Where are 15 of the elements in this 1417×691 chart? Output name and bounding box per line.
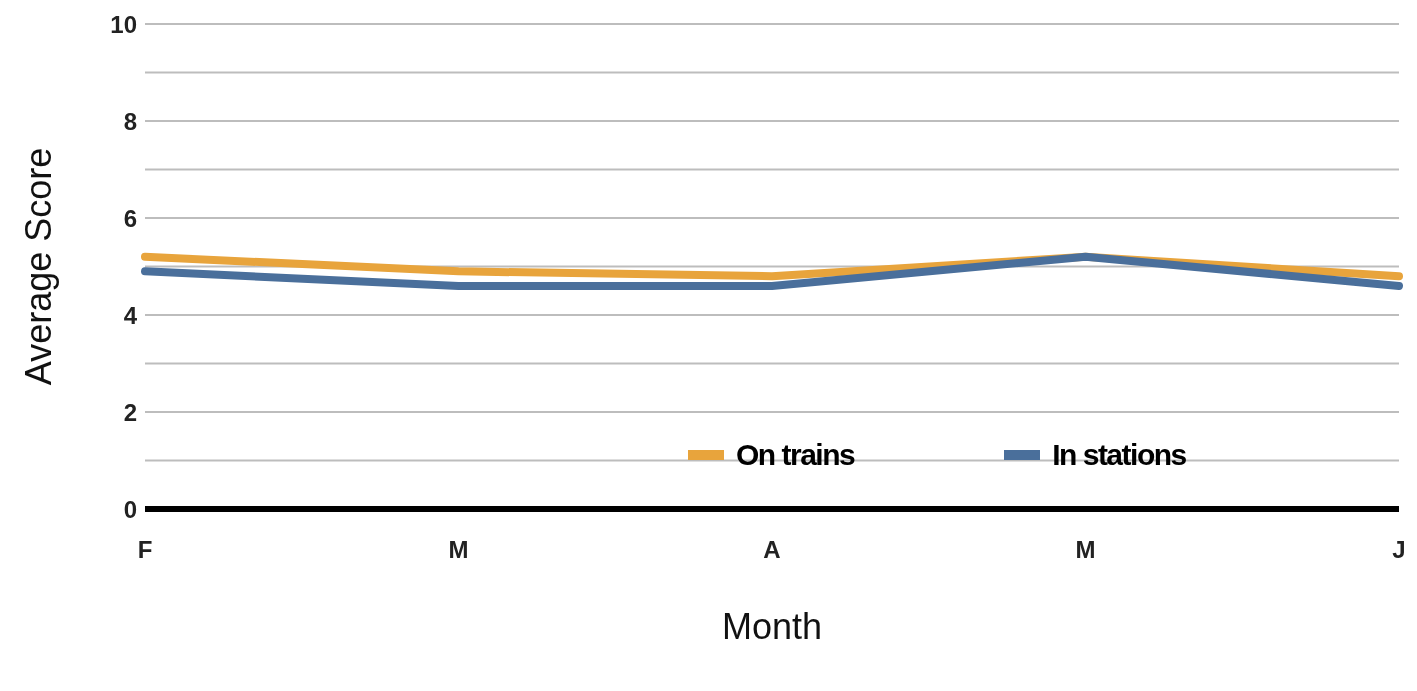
y-tick-label: 8 (123, 107, 137, 135)
legend-label: On trains (736, 438, 855, 472)
y-tick-label: 0 (123, 495, 137, 523)
x-tick-label: M (1075, 536, 1096, 564)
x-tick-label: M (448, 536, 469, 564)
y-tick-label: 2 (123, 398, 137, 426)
x-axis-title: Month (721, 606, 823, 647)
y-tick-label: 10 (110, 10, 137, 38)
x-tick-label: J (1392, 536, 1406, 564)
x-tick-label: A (763, 536, 781, 564)
y-tick-label: 6 (123, 204, 137, 232)
x-tick-label: F (137, 536, 153, 564)
y-tick-label: 4 (123, 301, 138, 329)
y-axis-title: Average Score (17, 147, 59, 386)
legend-label: In stations (1052, 438, 1186, 472)
